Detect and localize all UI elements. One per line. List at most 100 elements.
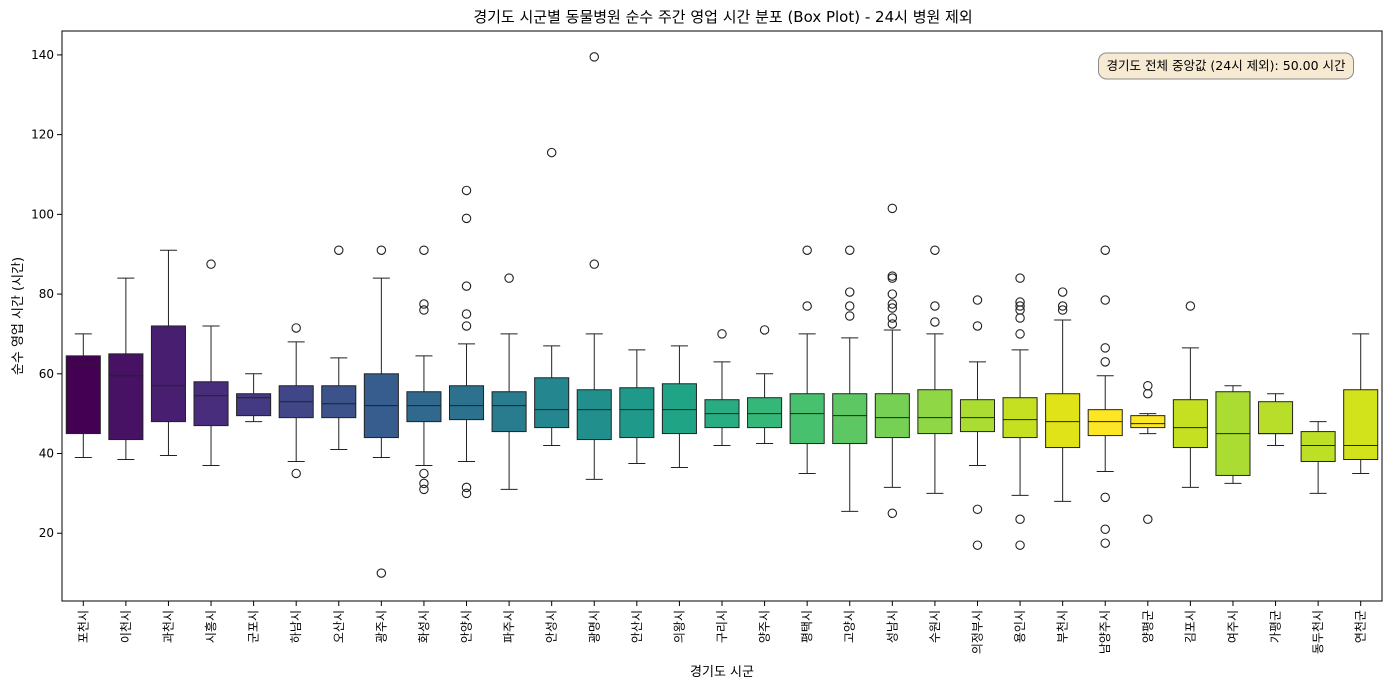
outlier-point — [589, 259, 600, 269]
outlier-point — [887, 319, 898, 329]
box-iqr — [491, 391, 527, 433]
x-tick-label: 안성시 — [545, 610, 559, 643]
outlier-point — [1015, 329, 1025, 339]
x-tick-label: 파주시 — [502, 610, 516, 643]
y-tick-label: 60 — [39, 367, 54, 381]
outlier-point — [1057, 305, 1068, 315]
y-axis-label: 순수 영업 시간 (시간) — [11, 257, 26, 375]
box-안양시 — [448, 185, 485, 499]
outlier-point — [206, 259, 216, 269]
outlier-point — [930, 317, 940, 327]
box-iqr — [747, 397, 783, 429]
x-tick-label: 광주시 — [374, 610, 388, 643]
outlier-point — [419, 305, 429, 315]
box-iqr — [917, 389, 953, 435]
box-포천시 — [65, 333, 101, 459]
box-고양시 — [832, 245, 868, 512]
outlier-point — [1100, 538, 1110, 548]
outlier-point — [887, 303, 898, 313]
x-tick-label: 안양시 — [460, 610, 474, 643]
box-오산시 — [321, 245, 357, 451]
box-iqr — [874, 393, 910, 439]
box-iqr — [1130, 415, 1166, 429]
box-수원시 — [917, 245, 953, 494]
box-연천군 — [1343, 333, 1379, 474]
outlier-point — [1185, 301, 1196, 311]
x-tick-label: 고양시 — [843, 610, 857, 643]
x-tick-label: 여주시 — [1226, 610, 1240, 643]
box-iqr — [193, 381, 229, 427]
outlier-point — [376, 245, 387, 255]
outlier-point — [419, 468, 429, 479]
outlier-point — [887, 313, 898, 323]
outlier-point — [1015, 540, 1025, 550]
outlier-point — [589, 52, 600, 62]
outlier-point — [1143, 388, 1153, 399]
x-tick-label: 평택시 — [800, 610, 814, 643]
y-tick-label: 140 — [31, 48, 54, 62]
plot-frame — [61, 30, 1383, 602]
outlier-point — [504, 273, 514, 283]
outlier-point — [1100, 343, 1110, 353]
x-tick-label: 김포시 — [1183, 610, 1197, 643]
x-tick-label: 용인시 — [1013, 610, 1027, 643]
outlier-point — [759, 325, 770, 335]
box-안성시 — [534, 147, 570, 447]
outlier-point — [461, 488, 472, 499]
box-iqr — [661, 383, 697, 435]
outlier-point — [844, 301, 855, 311]
x-tick-label: 과천시 — [160, 610, 175, 643]
box-iqr — [1343, 389, 1379, 460]
box-양평군 — [1130, 381, 1166, 525]
outlier-point — [291, 323, 301, 333]
box-시흥시 — [193, 259, 229, 466]
x-tick-label: 부천시 — [1055, 610, 1070, 643]
x-tick-label: 이천시 — [118, 610, 133, 643]
x-tick-label: 연천군 — [1353, 610, 1368, 643]
boxes-group — [65, 52, 1379, 578]
outlier-point — [802, 245, 812, 255]
outlier-point — [972, 321, 983, 331]
outlier-point — [546, 147, 557, 158]
box-iqr — [1258, 401, 1294, 435]
outlier-point — [1143, 514, 1153, 525]
box-성남시 — [874, 203, 910, 519]
x-tick-label: 의왕시 — [672, 610, 686, 643]
outlier-point — [461, 185, 472, 196]
outlier-point — [1100, 245, 1110, 255]
box-김포시 — [1172, 301, 1208, 488]
box-iqr — [321, 385, 357, 419]
box-iqr — [150, 325, 186, 423]
x-tick-label: 안산시 — [630, 610, 644, 643]
box-동두천시 — [1300, 421, 1336, 494]
outlier-point — [376, 568, 387, 578]
box-군포시 — [236, 373, 272, 423]
outlier-point — [1100, 357, 1110, 367]
x-tick-label: 하남시 — [289, 610, 303, 643]
outlier-point — [334, 245, 344, 255]
x-tick-label: 포천시 — [75, 610, 90, 643]
outlier-point — [972, 504, 983, 515]
outlier-point — [1100, 524, 1110, 535]
box-남양주시 — [1087, 245, 1123, 548]
y-tick-label: 100 — [31, 207, 54, 221]
y-tick-label: 80 — [39, 287, 54, 301]
box-iqr — [789, 393, 825, 445]
y-tick-label: 40 — [39, 447, 54, 461]
box-iqr — [448, 385, 485, 421]
plot-area: 20 40 60 80 100 120 140 포천시 이천시 과천시 시흥시 군포시 하남시 오산시 광… — [31, 30, 1383, 654]
x-tick-label: 수원시 — [928, 610, 942, 643]
outlier-point — [930, 301, 940, 311]
x-tick-label: 동두천시 — [1310, 610, 1325, 654]
outlier-point — [930, 245, 940, 255]
outlier-point — [717, 329, 727, 339]
box-광명시 — [576, 52, 612, 480]
outlier-point — [419, 478, 429, 489]
y-tick-label: 120 — [31, 128, 54, 142]
box-광주시 — [363, 245, 399, 578]
x-tick-label: 가평군 — [1269, 610, 1283, 643]
chart-title: 경기도 시군별 동물병원 순수 주간 영업 시간 분포 (Box Plot) -… — [473, 8, 972, 26]
x-tick-label: 양주시 — [758, 610, 772, 643]
y-tick-label: 20 — [39, 526, 54, 540]
box-iqr — [959, 399, 996, 433]
